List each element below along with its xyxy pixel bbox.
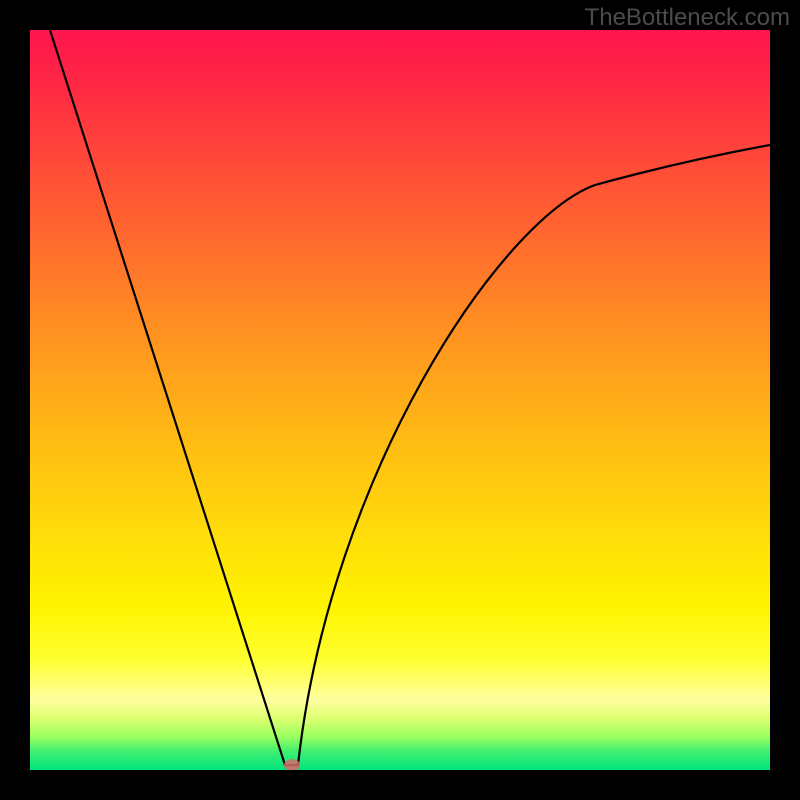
- bottleneck-curve: [50, 30, 770, 765]
- curve-layer: [30, 30, 770, 770]
- watermark-text: TheBottleneck.com: [585, 4, 790, 32]
- chart-frame: TheBottleneck.com: [0, 0, 800, 800]
- plot-area: [30, 30, 770, 770]
